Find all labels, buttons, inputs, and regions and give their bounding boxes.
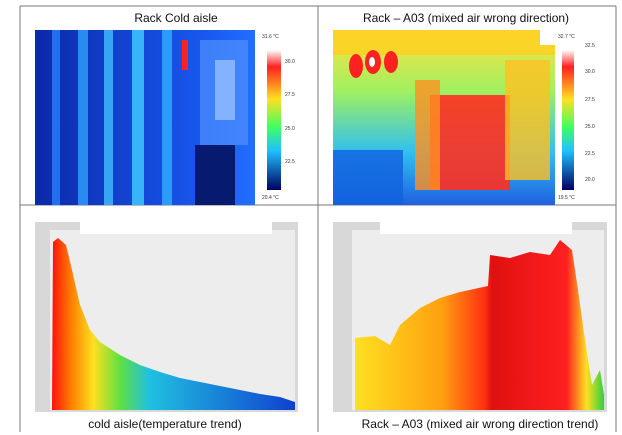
caption-box xyxy=(100,8,250,28)
scale-min: 20.4 °C xyxy=(262,195,279,201)
scale-tick: 25.0 xyxy=(285,126,295,132)
caption: Rack – A03 (mixed air wrong direction) xyxy=(363,11,569,25)
scale-max: 31.6 °C xyxy=(262,34,279,40)
scale-tick: 22.5 xyxy=(285,159,295,165)
color-bar xyxy=(267,50,281,190)
scale-tick: 27.5 xyxy=(585,97,595,103)
trend-area xyxy=(52,238,295,410)
caption-box xyxy=(75,415,275,433)
scale-tick: 25.0 xyxy=(585,124,595,130)
trend-area xyxy=(355,240,604,410)
scale-tick: 30.0 xyxy=(285,59,295,65)
caption: cold aisle(temperature trend) xyxy=(88,417,241,431)
thermal-image-a03 xyxy=(333,30,555,205)
thermal-image-cold-aisle xyxy=(35,30,255,205)
scale-tick: 30.0 xyxy=(585,69,595,75)
caption: Rack Cold aisle xyxy=(134,11,218,25)
scale-max: 32.7 °C xyxy=(558,34,575,40)
caption-box xyxy=(345,8,595,28)
color-bar xyxy=(562,50,574,190)
scale-tick: 20.0 xyxy=(585,177,595,183)
scale-tick: 32.5 xyxy=(585,43,595,49)
caption-box xyxy=(80,210,272,234)
scale-tick: 22.5 xyxy=(585,151,595,157)
scale-min: 19.5 °C xyxy=(558,195,575,201)
caption-box xyxy=(380,210,572,234)
scale-tick: 27.5 xyxy=(285,92,295,98)
caption-box xyxy=(345,415,610,433)
caption: Rack – A03 (mixed air wrong direction tr… xyxy=(362,417,599,431)
